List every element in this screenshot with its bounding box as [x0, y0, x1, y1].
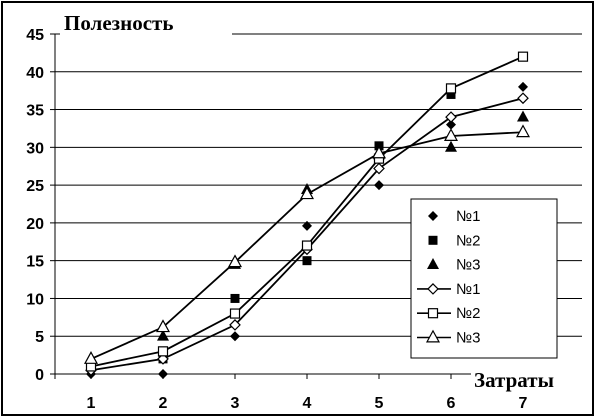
- x-tick-label: 4: [303, 395, 312, 412]
- y-tick-label: 0: [35, 367, 44, 384]
- legend-label-3: №3: [456, 257, 480, 274]
- data-point-series-1: [446, 119, 456, 130]
- y-axis-title-background: [60, 8, 232, 36]
- x-axis-title: Затраты: [474, 368, 554, 392]
- data-point-series-1: [302, 220, 312, 231]
- data-point-series-1: [518, 81, 528, 92]
- data-point-series-2: [230, 293, 240, 303]
- legend-marker-4: [427, 283, 439, 295]
- x-tick-label: 6: [447, 395, 456, 412]
- data-point-series-1: [374, 180, 384, 191]
- y-tick-label: 40: [26, 65, 44, 82]
- y-tick-label: 5: [35, 329, 44, 346]
- legend-label-1: №1: [456, 208, 480, 225]
- data-point-series-4: [229, 319, 241, 331]
- y-tick-label: 20: [26, 216, 44, 233]
- data-point-series-6: [515, 124, 531, 138]
- data-point-series-2: [302, 256, 312, 266]
- data-point-series-6: [227, 254, 243, 268]
- y-tick-label: 35: [26, 103, 44, 120]
- data-point-series-1: [230, 331, 240, 342]
- legend-label-4: №1: [456, 281, 480, 298]
- legend-label-5: №2: [456, 305, 480, 322]
- x-tick-label: 7: [519, 395, 528, 412]
- data-point-series-3: [517, 110, 529, 122]
- plot-area: [83, 51, 531, 379]
- legend-box: [410, 198, 558, 359]
- legend: №1 №2 №3 №1 №2 №3: [410, 198, 558, 359]
- x-tick-label: 1: [87, 395, 96, 412]
- data-point-series-6: [83, 351, 99, 364]
- data-point-series-4: [373, 162, 385, 175]
- data-point-series-5: [301, 240, 313, 251]
- legend-marker-2: [428, 235, 438, 245]
- legend-label-2: №2: [456, 232, 480, 249]
- y-tick-label: 10: [26, 291, 44, 308]
- data-point-series-5: [229, 308, 241, 319]
- legend-marker-1: [428, 211, 438, 221]
- y-tick-label: 15: [26, 254, 44, 271]
- y-tick-label: 45: [26, 27, 44, 44]
- x-tick-label: 5: [375, 395, 384, 412]
- y-axis-title: Полезность: [64, 11, 173, 35]
- data-point-series-5: [157, 346, 169, 357]
- legend-marker-6: [425, 329, 441, 343]
- y-tick-label: 25: [26, 178, 44, 195]
- legend-marker-3: [427, 258, 439, 269]
- y-tick-label: 30: [26, 140, 44, 157]
- legend-label-6: №3: [456, 330, 480, 347]
- data-point-series-1: [158, 369, 168, 379]
- data-point-series-5: [517, 51, 529, 62]
- data-point-series-4: [445, 111, 457, 123]
- x-tick-label: 2: [159, 395, 168, 412]
- data-point-series-6: [299, 186, 315, 200]
- data-point-series-3: [157, 329, 169, 341]
- data-point-series-6: [155, 319, 171, 333]
- data-point-series-4: [517, 92, 529, 105]
- legend-marker-5: [427, 308, 439, 319]
- data-point-series-3: [445, 140, 457, 152]
- data-point-series-6: [371, 145, 387, 159]
- data-point-series-2: [446, 89, 456, 99]
- x-tick-label: 3: [231, 395, 240, 412]
- data-point-series-5: [445, 83, 457, 94]
- x-axis-title-background: [471, 366, 583, 394]
- data-point-series-6: [443, 128, 459, 141]
